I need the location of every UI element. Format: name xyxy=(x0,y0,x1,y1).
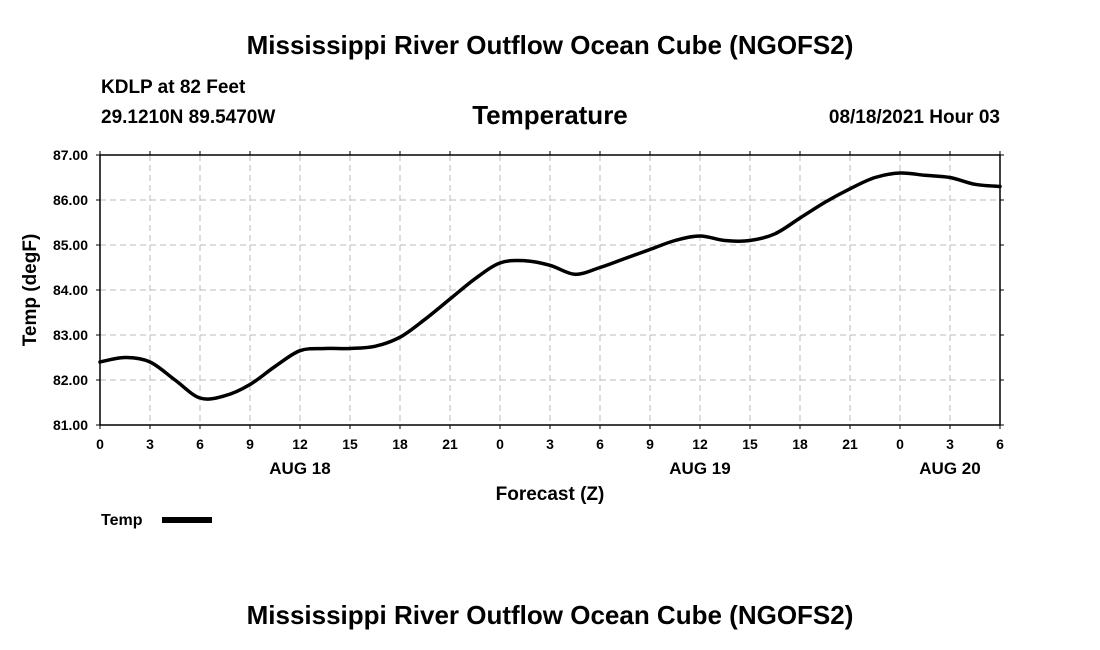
grid-layer xyxy=(100,155,1000,425)
x-tick-label: 12 xyxy=(292,436,308,452)
x-tick-label: 9 xyxy=(646,436,654,452)
x-tick-label: 6 xyxy=(996,436,1004,452)
run-time-label: 08/18/2021 Hour 03 xyxy=(828,107,1000,128)
y-tick-label: 81.00 xyxy=(53,417,88,433)
y-tick-label: 85.00 xyxy=(53,237,88,253)
series-line-temp xyxy=(98,171,1002,401)
y-tick-label: 82.00 xyxy=(53,372,88,388)
date-label: AUG 18 xyxy=(269,459,330,478)
main-title: Mississippi River Outflow Ocean Cube (NG… xyxy=(246,30,854,60)
date-label: AUG 19 xyxy=(669,459,730,478)
y-axis-title: Temp (degF) xyxy=(20,234,41,347)
legend-label: Temp xyxy=(101,512,143,529)
x-tick-label: 12 xyxy=(692,436,708,452)
chart-subtitle: Temperature xyxy=(472,100,628,130)
x-tick-label: 6 xyxy=(196,436,204,452)
x-tick-label: 0 xyxy=(496,436,504,452)
y-tick-label: 83.00 xyxy=(53,327,88,343)
tick-layer xyxy=(96,151,1004,429)
x-tick-label: 3 xyxy=(946,436,954,452)
y-tick-label: 87.00 xyxy=(53,147,88,163)
x-tick-label: 3 xyxy=(146,436,154,452)
x-tick-label: 15 xyxy=(742,436,758,452)
y-tick-label: 86.00 xyxy=(53,192,88,208)
x-axis-title: Forecast (Z) xyxy=(496,484,605,505)
x-tick-label: 9 xyxy=(246,436,254,452)
x-tick-label: 15 xyxy=(342,436,358,452)
x-tick-label: 18 xyxy=(392,436,408,452)
x-tick-label: 0 xyxy=(896,436,904,452)
x-tick-label: 18 xyxy=(792,436,808,452)
x-tick-label: 6 xyxy=(596,436,604,452)
station-label: KDLP at 82 Feet xyxy=(101,77,246,98)
label-layer: 0 3 6 9 12 15 18 21 0 3 6 9 12 15 18 21 0 3 6 81.00 82.00 83.… xyxy=(53,147,1004,478)
x-tick-label: 0 xyxy=(96,436,104,452)
footer-title: Mississippi River Outflow Ocean Cube (NG… xyxy=(246,600,854,630)
x-tick-label: 21 xyxy=(842,436,858,452)
coordinates-label: 29.1210N 89.5470W xyxy=(101,107,276,128)
y-tick-label: 84.00 xyxy=(53,282,88,298)
date-label: AUG 20 xyxy=(919,459,980,478)
x-tick-label: 3 xyxy=(546,436,554,452)
x-tick-label: 21 xyxy=(442,436,458,452)
